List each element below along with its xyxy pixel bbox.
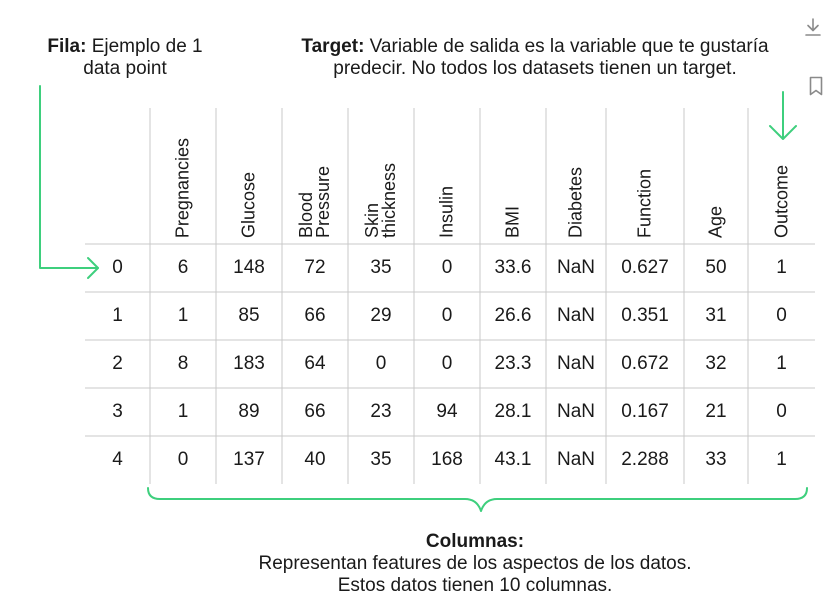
table-cell: 0: [441, 257, 453, 278]
table-cell: 0.167: [621, 401, 669, 422]
table-cell: 0: [776, 401, 787, 422]
table-cell: 0: [177, 449, 189, 470]
table-cell: 148: [233, 257, 265, 278]
header-pregnancies: Pregnancies: [150, 108, 216, 240]
table-cell: 64: [304, 353, 326, 374]
table-cell: 168: [431, 449, 463, 470]
fila-text-line1: Ejemplo de 1: [86, 36, 203, 57]
columnas-title: Columnas:: [425, 531, 525, 552]
header-label: Pregnancies: [172, 137, 193, 238]
row-index: 0: [112, 257, 123, 278]
target-text-line2: predecir. No todos los datasets tienen u…: [333, 58, 737, 79]
table-cell: 0: [441, 305, 453, 326]
fila-annotation: Fila: Ejemplo de 1 data point: [20, 36, 230, 80]
table-cell: 31: [705, 305, 727, 326]
table-cell: 89: [238, 401, 260, 422]
table-cell: 66: [304, 401, 326, 422]
table-cell: 0.672: [621, 353, 669, 374]
table-cell: 1: [177, 305, 189, 326]
table-cell: NaN: [556, 449, 595, 470]
table-row: 0 6 148 72 35 0 33.6 NaN 0.627 50 1: [85, 244, 815, 292]
header-blood-pressure: Blood Pressure: [282, 108, 348, 240]
table-cell: 0: [776, 305, 787, 326]
table-cell: 29: [370, 305, 392, 326]
table-cell: 1: [177, 401, 189, 422]
table-cell: 40: [304, 449, 326, 470]
table-cell: 23: [370, 401, 392, 422]
table-row: 3 1 89 66 23 94 28.1 NaN 0.167 21 0: [85, 388, 815, 436]
table-cell: 23.3: [494, 353, 532, 374]
table-cell: 0.351: [621, 305, 669, 326]
table-cell: 66: [304, 305, 326, 326]
fila-text-line2: data point: [83, 58, 167, 79]
row-index: 2: [112, 353, 123, 374]
header-label: Skin thickness: [362, 162, 399, 238]
row-index: 4: [112, 449, 123, 470]
table-cell: 8: [177, 353, 189, 374]
header-insulin: Insulin: [414, 108, 480, 240]
table-cell: 0.627: [621, 257, 669, 278]
table-cell: 6: [177, 257, 189, 278]
bookmark-icon[interactable]: [804, 74, 828, 98]
table-cell: 0: [375, 353, 387, 374]
table-cell: 1: [776, 353, 787, 374]
table-cell: 35: [370, 257, 392, 278]
table-row: 2 8 183 64 0 0 23.3 NaN 0.672 32 1: [85, 340, 815, 388]
header-label: Diabetes: [565, 166, 586, 238]
table-cell: 28.1: [494, 401, 532, 422]
columnas-line1: Representan features de los aspectos de …: [258, 553, 692, 574]
header-glucose: Glucose: [216, 108, 282, 240]
fila-label: Fila:: [47, 36, 87, 57]
table-cell: 137: [233, 449, 265, 470]
table-cell: 50: [705, 257, 727, 278]
fila-arrow: [39, 85, 99, 269]
table-cell: 1: [776, 449, 787, 470]
table-cell: 26.6: [494, 305, 532, 326]
table-cell: 32: [705, 353, 727, 374]
header-label: Function: [634, 168, 655, 238]
header-label: BMI: [502, 205, 523, 238]
table-cell: NaN: [556, 257, 595, 278]
table-row: 4 0 137 40 35 168 43.1 NaN 2.288 33 1: [85, 436, 815, 484]
header-diabetes: Diabetes: [546, 108, 606, 240]
table-cell: 72: [304, 257, 326, 278]
table-cell: NaN: [556, 401, 595, 422]
download-icon[interactable]: [801, 16, 825, 40]
table-cell: 35: [370, 449, 392, 470]
columnas-annotation: Columnas: Representan features de los as…: [120, 531, 830, 597]
header-label: Glucose: [238, 171, 259, 238]
target-label: Target:: [301, 36, 365, 57]
row-index: 1: [112, 305, 123, 326]
table-cell: 0: [441, 353, 453, 374]
target-annotation: Target: Variable de salida es la variabl…: [240, 36, 830, 80]
table-cell: NaN: [556, 353, 595, 374]
table-cell: 33.6: [494, 257, 532, 278]
columnas-line2: Estos datos tienen 10 columnas.: [337, 575, 613, 596]
table-cell: 183: [233, 353, 265, 374]
header-age: Age: [684, 108, 748, 240]
table-cell: 1: [776, 257, 787, 278]
header-function: Function: [606, 108, 684, 240]
table-cell: 21: [705, 401, 727, 422]
target-text-line1: Variable de salida es la variable que te…: [364, 36, 769, 57]
header-skin-thickness: Skin thickness: [348, 108, 414, 240]
header-bmi: BMI: [480, 108, 546, 240]
table-cell: 33: [705, 449, 727, 470]
header-label: Insulin: [436, 185, 457, 238]
table-cell: 2.288: [621, 449, 669, 470]
header-label: Age: [705, 205, 726, 238]
table-cell: 85: [238, 305, 260, 326]
header-label: Outcome: [771, 164, 791, 238]
table-cell: NaN: [556, 305, 595, 326]
row-index: 3: [112, 401, 123, 422]
columnas-brace: [147, 487, 808, 512]
table-cell: 43.1: [494, 449, 532, 470]
table-cell: 94: [436, 401, 458, 422]
table-row: 1 1 85 66 29 0 26.6 NaN 0.351 31 0: [85, 292, 815, 340]
header-outcome: Outcome: [748, 108, 815, 240]
header-label: Blood Pressure: [296, 165, 333, 238]
